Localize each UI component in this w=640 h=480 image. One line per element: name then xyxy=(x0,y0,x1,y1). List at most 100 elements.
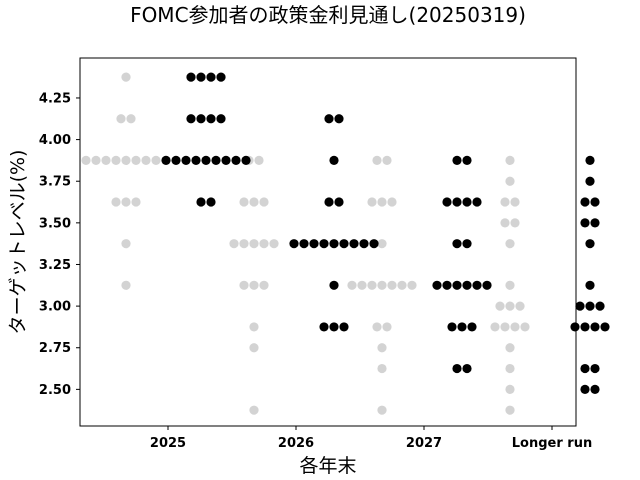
previous-projection-dot xyxy=(500,218,510,228)
current-projection-dot xyxy=(181,155,191,166)
current-projection-dot xyxy=(216,114,226,124)
previous-projection-dot xyxy=(347,280,357,290)
x-tick-label: Longer run xyxy=(512,436,592,451)
current-projection-dot xyxy=(570,322,580,332)
current-projection-dot xyxy=(329,322,339,332)
previous-projection-dot xyxy=(269,239,279,249)
previous-projection-dot xyxy=(510,322,520,332)
previous-projection-dot xyxy=(249,322,259,332)
current-projection-dot xyxy=(206,197,216,207)
previous-projection-dot xyxy=(249,343,259,353)
previous-projection-dot xyxy=(254,155,264,166)
previous-projection-dot xyxy=(259,280,269,290)
current-projection-dot xyxy=(196,114,206,124)
current-projection-dot xyxy=(462,155,472,166)
previous-projection-dot xyxy=(377,343,387,353)
previous-projection-dot xyxy=(505,405,515,415)
current-projection-dot xyxy=(369,239,379,249)
x-tick-label: 2027 xyxy=(406,436,442,451)
y-tick-label: 3.50 xyxy=(39,216,71,231)
previous-projection-dot xyxy=(387,280,397,290)
current-projection-dot xyxy=(442,197,452,207)
current-projection-dot xyxy=(590,197,600,207)
current-projection-dot xyxy=(580,363,590,374)
previous-projection-dot xyxy=(121,197,131,207)
y-tick-label: 4.25 xyxy=(39,91,71,106)
current-projection-dot xyxy=(462,197,472,207)
previous-projection-dot xyxy=(111,197,121,207)
previous-projection-dot xyxy=(121,155,131,166)
previous-projection-dot xyxy=(249,197,259,207)
current-projection-dot xyxy=(595,301,605,311)
previous-projection-dot xyxy=(229,239,239,249)
current-projection-dot xyxy=(289,239,299,249)
y-tick-label: 2.50 xyxy=(39,383,71,398)
current-projection-dot xyxy=(575,301,585,311)
y-tick-label: 3.00 xyxy=(39,300,71,315)
previous-projection-dot xyxy=(249,280,259,290)
y-axis-label: ターゲットレベル(%) xyxy=(7,150,29,335)
current-projection-dot xyxy=(452,280,462,290)
previous-projection-dot xyxy=(500,197,510,207)
previous-projection-dot xyxy=(505,239,515,249)
x-axis-label: 各年末 xyxy=(299,455,356,477)
current-projection-dot xyxy=(600,322,610,332)
previous-projection-dot xyxy=(372,322,382,332)
previous-projection-dot xyxy=(377,405,387,415)
current-projection-dot xyxy=(299,239,309,249)
previous-projection-dot xyxy=(377,239,387,249)
current-projection-dot xyxy=(171,155,181,166)
previous-projection-dot xyxy=(249,239,259,249)
current-projection-dot xyxy=(590,384,600,394)
current-projection-dot xyxy=(472,197,482,207)
current-projection-dot xyxy=(231,155,241,166)
previous-projection-dot xyxy=(367,280,377,290)
previous-projection-dot xyxy=(505,280,515,290)
previous-projection-dot xyxy=(372,155,382,166)
previous-projection-dot xyxy=(377,280,387,290)
y-tick-label: 3.75 xyxy=(39,175,71,190)
current-projection-dot xyxy=(211,155,221,166)
previous-projection-dot xyxy=(510,197,520,207)
previous-projection-dot xyxy=(387,197,397,207)
current-projection-dot xyxy=(482,280,492,290)
current-projection-dot xyxy=(452,363,462,374)
current-projection-dot xyxy=(442,280,452,290)
current-projection-dot xyxy=(241,155,251,166)
previous-projection-dot xyxy=(121,280,131,290)
current-projection-dot xyxy=(462,363,472,374)
previous-projection-dot xyxy=(121,239,131,249)
current-projection-dot xyxy=(186,72,196,82)
previous-projection-dot xyxy=(515,301,525,311)
previous-projection-dot xyxy=(382,155,392,166)
current-projection-dot xyxy=(324,114,334,124)
previous-projection-dot xyxy=(151,155,161,166)
current-projection-dot xyxy=(580,218,590,228)
current-projection-dot xyxy=(309,239,319,249)
current-projection-dot xyxy=(585,239,595,249)
previous-projection-dot xyxy=(377,363,387,374)
previous-projection-dot xyxy=(520,322,530,332)
previous-projection-dot xyxy=(121,72,131,82)
current-projection-dot xyxy=(462,239,472,249)
y-tick-label: 2.75 xyxy=(39,341,71,356)
current-projection-dot xyxy=(580,384,590,394)
current-projection-dot xyxy=(329,280,339,290)
previous-projection-dot xyxy=(249,405,259,415)
current-projection-dot xyxy=(191,155,201,166)
previous-projection-dot xyxy=(357,280,367,290)
previous-projection-dot xyxy=(505,343,515,353)
previous-projection-dot xyxy=(131,197,141,207)
previous-projection-dot xyxy=(505,155,515,166)
current-projection-dot xyxy=(324,197,334,207)
current-projection-dot xyxy=(432,280,442,290)
x-tick-label: 2026 xyxy=(278,436,314,451)
dots-layer xyxy=(81,72,610,415)
current-projection-dot xyxy=(196,72,206,82)
previous-projection-dot xyxy=(91,155,101,166)
current-projection-dot xyxy=(161,155,171,166)
current-projection-dot xyxy=(206,72,216,82)
current-projection-dot xyxy=(334,114,344,124)
current-projection-dot xyxy=(329,239,339,249)
